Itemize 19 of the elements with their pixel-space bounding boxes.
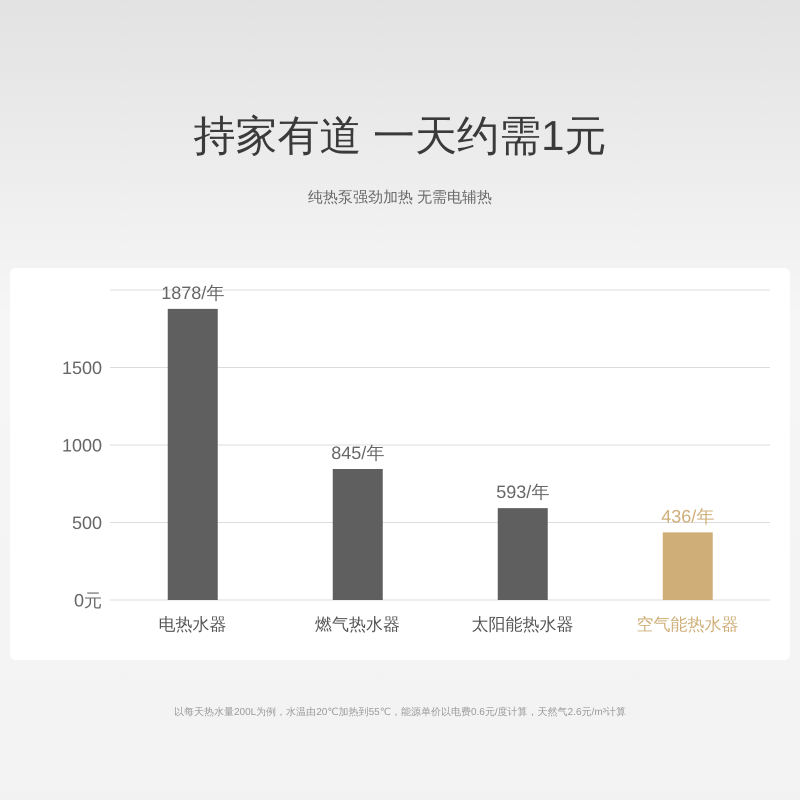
- y-tick-label: 1000: [62, 435, 102, 456]
- bar: [168, 308, 218, 600]
- x-tick-label: 太阳能热水器: [472, 615, 574, 634]
- y-tick-label: 500: [72, 512, 102, 533]
- data-label: 593/年: [496, 482, 550, 502]
- x-tick-label: 空气能热水器: [636, 615, 738, 634]
- chart-subtitle: 纯热泵强劲加热 无需电辅热: [306, 188, 494, 207]
- x-tick-label: 燃气热水器: [315, 615, 400, 634]
- text: 以每天热水量200L为例，水温由20℃加热到55℃，能源单价以电费0.6元/度计算，天然气2.6元/m³计算: [173, 706, 627, 719]
- y-tick-label: 0元: [74, 590, 102, 610]
- chart-title: 持家有道 一天约需1元: [192, 111, 608, 161]
- data-label: 436/年: [661, 506, 714, 526]
- bar: [498, 508, 548, 600]
- y-tick-label: 1500: [62, 358, 102, 378]
- bar: [332, 469, 383, 600]
- data-label: 1878/年: [161, 282, 224, 303]
- x-tick-label: 电热水器: [158, 615, 226, 634]
- data-label: 845/年: [331, 443, 384, 464]
- bar: [662, 532, 713, 600]
